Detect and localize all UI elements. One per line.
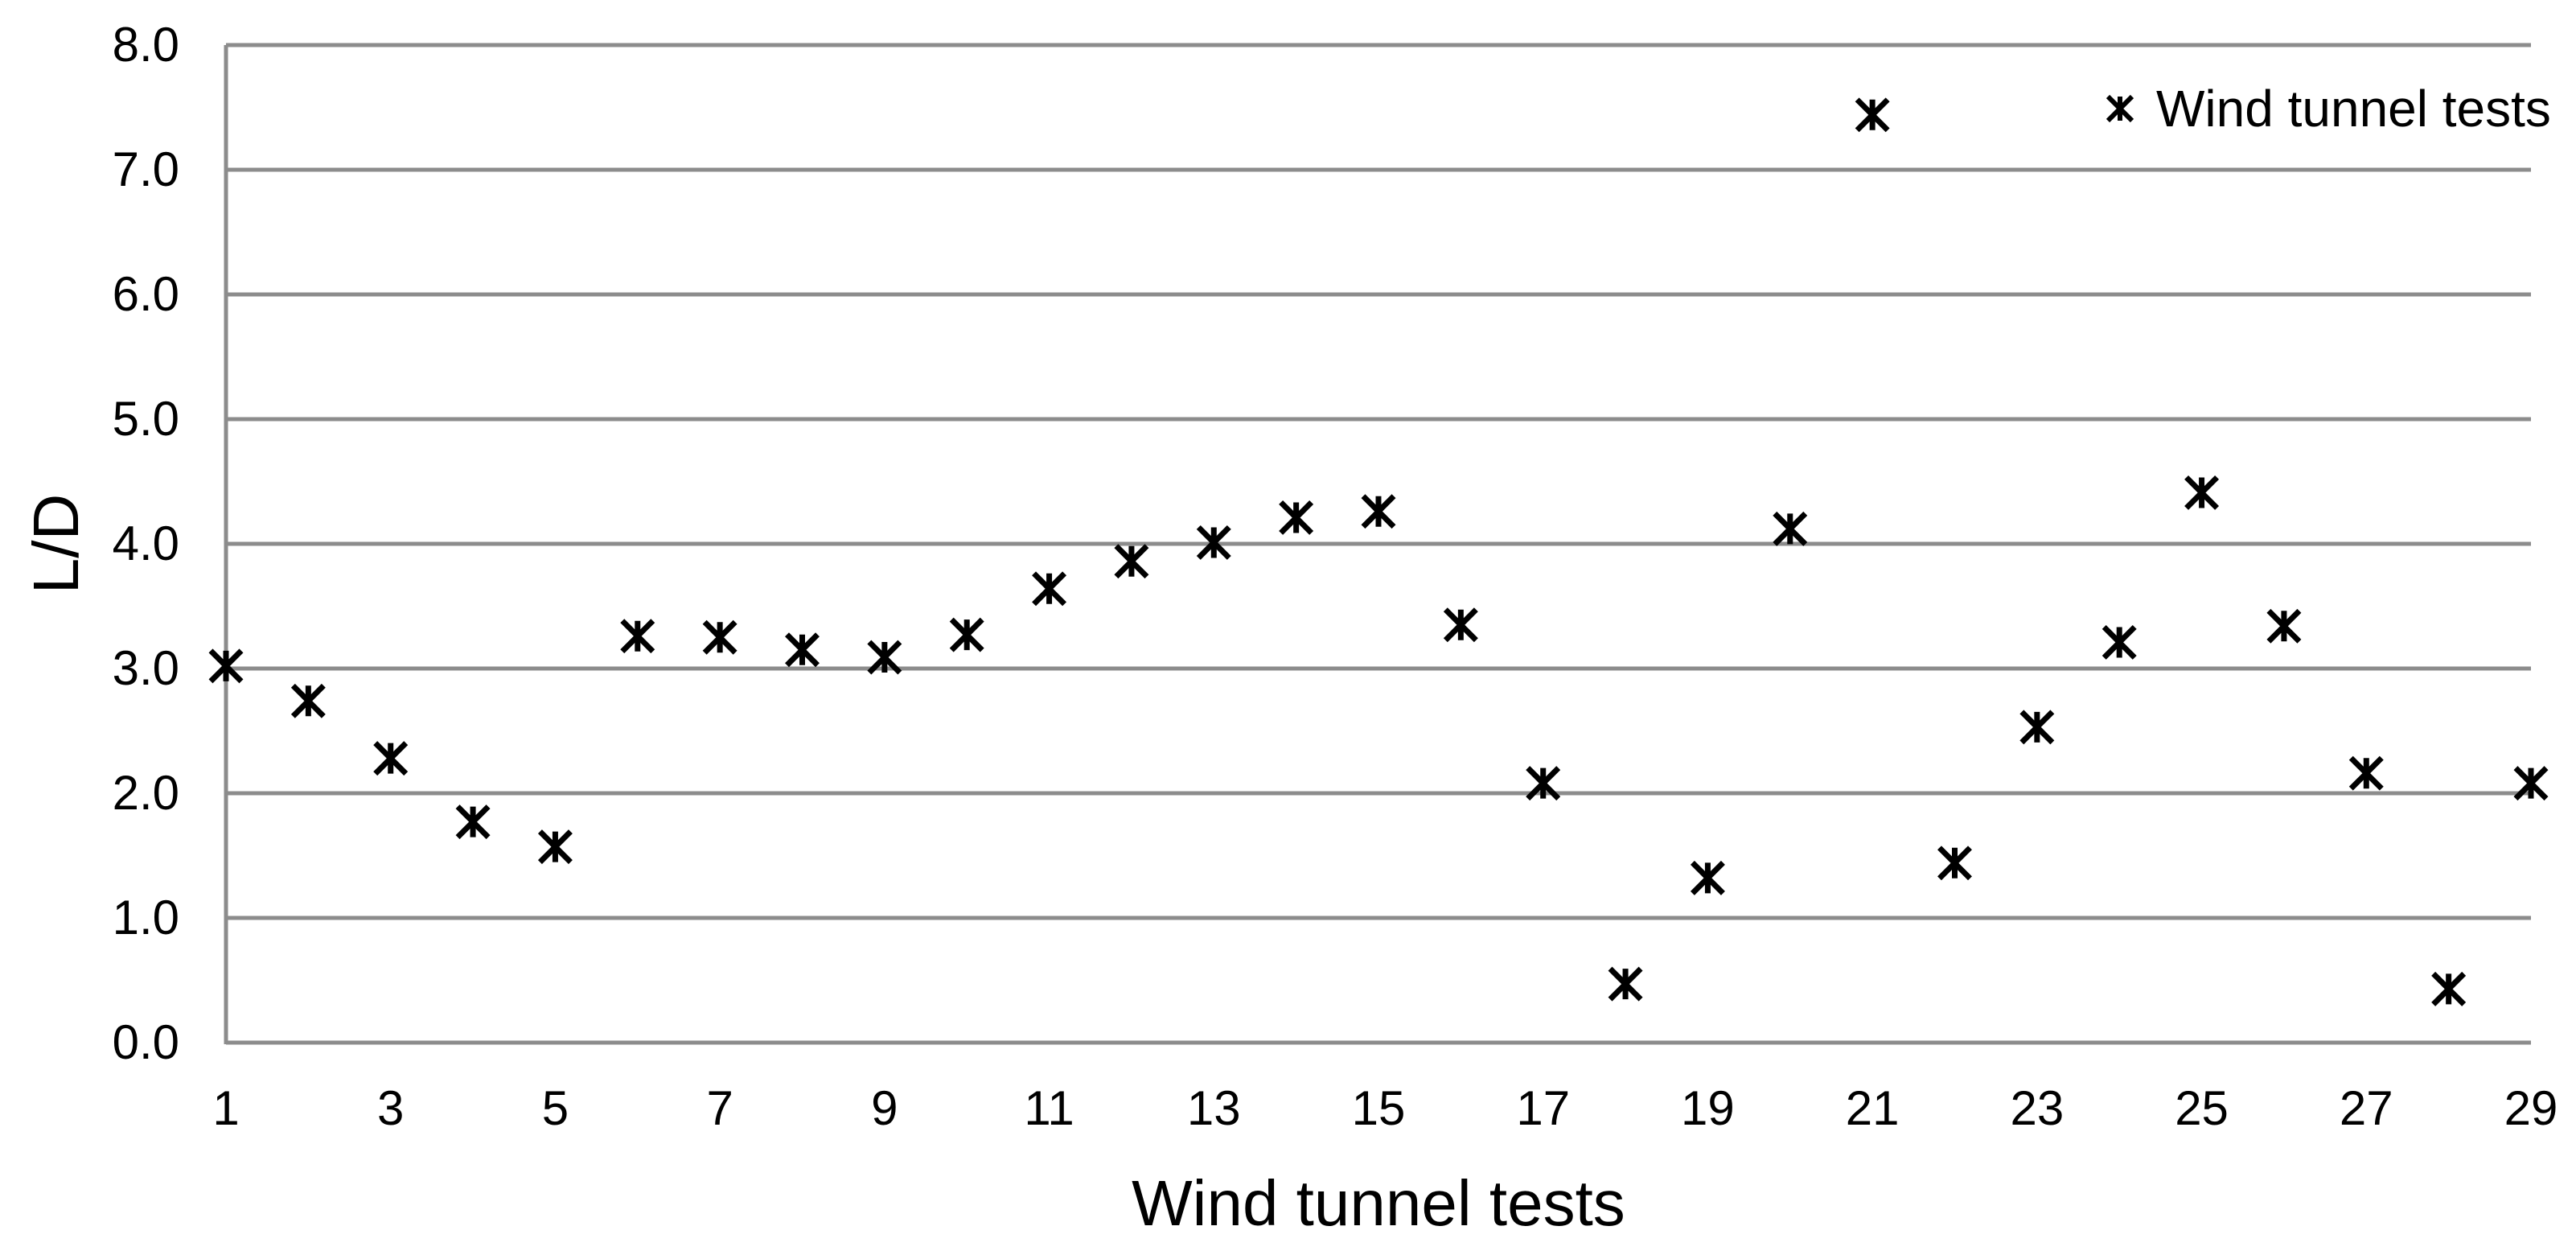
y-tick-label: 2.0	[112, 766, 179, 820]
marker-stroke	[949, 617, 984, 652]
y-tick-label: 8.0	[112, 18, 179, 72]
y-tick-label: 3.0	[112, 641, 179, 695]
data-point-marker	[2348, 755, 2384, 791]
marker-stroke	[2266, 608, 2302, 644]
x-tick-label: 9	[871, 1081, 898, 1135]
marker-stroke	[2101, 624, 2137, 660]
marker-stroke	[1361, 494, 1396, 529]
data-point-marker	[2101, 624, 2137, 660]
marker-stroke	[1937, 846, 1972, 881]
data-point-marker	[620, 619, 655, 654]
x-tick-label: 19	[1681, 1081, 1735, 1135]
x-tick-label: 21	[1845, 1081, 1900, 1135]
data-point-marker	[1690, 860, 1725, 895]
marker-stroke	[620, 619, 655, 654]
data-point-marker	[702, 619, 737, 655]
marker-stroke	[290, 683, 326, 718]
x-tick-label: 17	[1516, 1081, 1571, 1135]
x-tick-label: 3	[377, 1081, 405, 1135]
x-axis-title: Wind tunnel tests	[1132, 1167, 1625, 1239]
x-tick-label: 29	[2504, 1081, 2558, 1135]
y-tick-label: 4.0	[112, 516, 179, 570]
marker-stroke	[1443, 607, 1478, 643]
data-point-marker	[1937, 846, 1972, 881]
data-point-marker	[1032, 571, 1067, 607]
marker-stroke	[455, 804, 491, 840]
y-tick-label: 6.0	[112, 267, 179, 321]
data-point-marker	[2019, 710, 2055, 745]
marker-stroke	[208, 648, 244, 684]
x-tick-label: 1	[212, 1081, 240, 1135]
marker-stroke	[1196, 525, 1231, 560]
marker-stroke	[373, 741, 409, 776]
data-point-marker	[1855, 97, 1890, 133]
marker-stroke	[2348, 755, 2384, 791]
data-point-marker	[1608, 966, 1643, 1002]
y-tick-label: 7.0	[112, 142, 179, 196]
marker-stroke	[1032, 571, 1067, 607]
marker-stroke	[1526, 766, 1561, 801]
marker-stroke	[2513, 766, 2549, 801]
y-tick-label: 5.0	[112, 392, 179, 446]
marker-stroke	[1773, 511, 1808, 546]
data-point-marker	[290, 683, 326, 718]
marker-stroke	[1690, 860, 1725, 895]
data-point-marker	[2184, 475, 2220, 510]
data-point-marker	[373, 741, 409, 776]
marker-stroke	[2184, 475, 2220, 510]
data-point-marker	[2513, 766, 2549, 801]
y-tick-label: 1.0	[112, 891, 179, 944]
x-tick-label: 27	[2339, 1081, 2393, 1135]
marker-stroke	[1114, 544, 1149, 579]
data-point-marker	[455, 804, 491, 840]
data-point-marker	[1526, 766, 1561, 801]
data-point-marker	[949, 617, 984, 652]
data-point-marker	[1443, 607, 1478, 643]
legend-marker-icon	[2106, 94, 2134, 123]
marker-stroke	[702, 619, 737, 655]
x-tick-label: 13	[1186, 1081, 1241, 1135]
x-tick-label: 5	[541, 1081, 569, 1135]
data-point-marker	[2266, 608, 2302, 644]
marker-stroke	[1608, 966, 1643, 1002]
y-tick-label: 0.0	[112, 1015, 179, 1069]
data-point-marker	[1279, 500, 1314, 535]
marker-stroke	[2106, 94, 2134, 123]
x-tick-label: 11	[1024, 1081, 1074, 1135]
marker-stroke	[785, 632, 820, 668]
marker-stroke	[537, 829, 573, 865]
data-point-marker	[1361, 494, 1396, 529]
data-point-marker	[1773, 511, 1808, 546]
data-point-marker	[537, 829, 573, 865]
x-tick-label: 7	[706, 1081, 733, 1135]
data-point-marker	[2431, 971, 2467, 1006]
legend-label: Wind tunnel tests	[2156, 80, 2551, 138]
data-point-marker	[208, 648, 244, 684]
data-point-marker	[785, 632, 820, 668]
data-point-marker	[1196, 525, 1231, 560]
marker-stroke	[1855, 97, 1890, 133]
marker-stroke	[1279, 500, 1314, 535]
x-tick-label: 23	[2010, 1081, 2064, 1135]
x-tick-label: 15	[1351, 1081, 1406, 1135]
marker-stroke	[867, 640, 902, 675]
x-tick-label: 25	[2175, 1081, 2229, 1135]
marker-stroke	[2431, 971, 2467, 1006]
data-point-marker	[867, 640, 902, 675]
marker-stroke	[2019, 710, 2055, 745]
data-point-marker	[1114, 544, 1149, 579]
